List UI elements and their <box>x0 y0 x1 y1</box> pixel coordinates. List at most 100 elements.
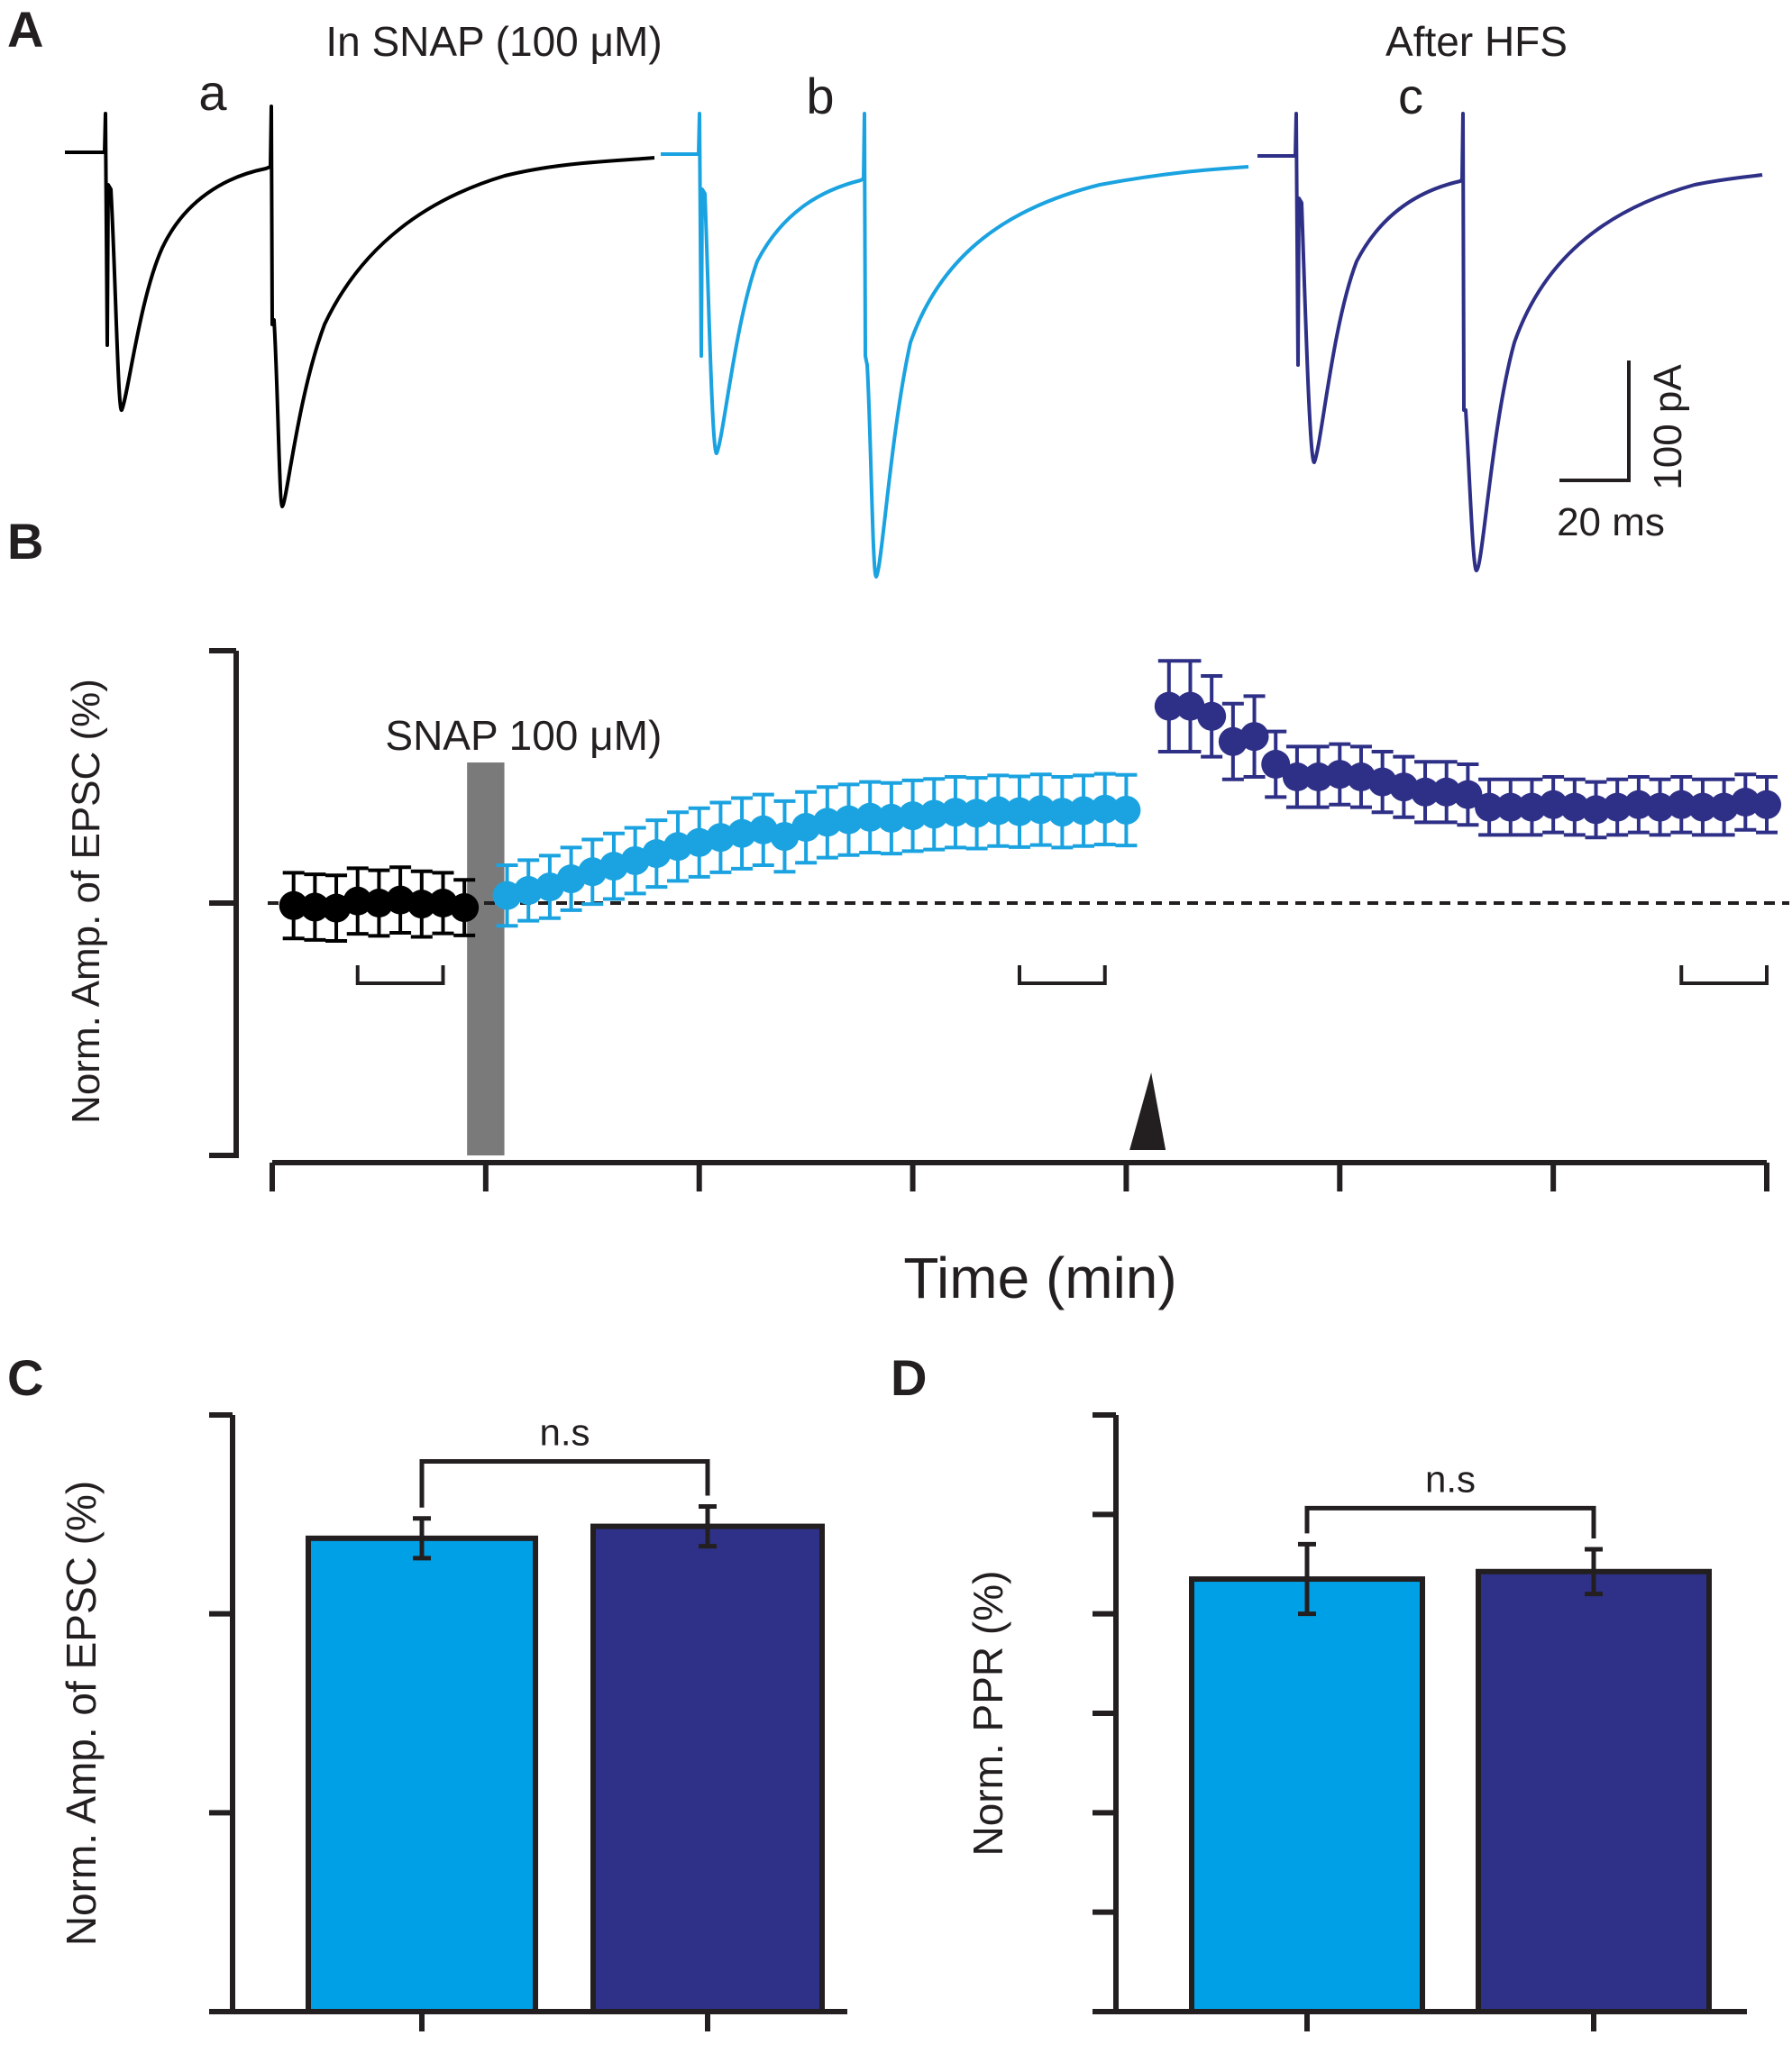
epsc-trace-b <box>661 112 1249 579</box>
trace-label-c: c <box>1398 68 1423 124</box>
data-point <box>1581 795 1611 825</box>
data-point <box>300 892 330 922</box>
bar-snap <box>1189 1576 1425 2015</box>
c-y-ticks <box>209 1412 233 2014</box>
data-point <box>343 886 372 916</box>
bar-hfs <box>590 1523 825 2015</box>
data-point <box>1154 691 1184 721</box>
epsc-trace-a <box>65 105 655 508</box>
series-baseline <box>279 865 480 943</box>
trace-label-b: b <box>806 68 834 124</box>
panel-label-d: D <box>891 1349 927 1406</box>
data-point <box>1239 722 1269 752</box>
data-point <box>1431 777 1461 807</box>
data-point <box>1687 792 1717 822</box>
window-bracket-a <box>355 965 445 985</box>
bar-error-snap <box>413 1516 431 1561</box>
d-x-ticks <box>1304 2012 1596 2031</box>
b-y-ticks <box>209 648 236 1158</box>
bar-error-hfs <box>699 1504 717 1549</box>
c-y-axis-title: Norm. Amp. of EPSC (%) <box>58 1481 105 1946</box>
data-point <box>663 832 693 862</box>
data-point <box>1175 691 1205 721</box>
panel-b-timecourse: SNAP 100 μM) Time (min) Norm. Amp. of EP… <box>64 648 1789 1310</box>
data-point <box>1090 794 1120 824</box>
panel-d-ppr-bars: n.s Norm. PPR (%) <box>965 1412 1747 2031</box>
trace-title-hfs: After HFS <box>1385 18 1568 65</box>
b-x-ticks <box>270 1163 1769 1191</box>
c-bars <box>306 1504 825 2015</box>
data-point <box>855 802 885 832</box>
data-point <box>1282 762 1312 791</box>
data-point <box>1026 795 1056 825</box>
data-point <box>962 799 992 828</box>
data-point <box>1645 792 1675 822</box>
b-series <box>279 659 1781 943</box>
hfs-arrowhead-icon <box>1129 1073 1166 1150</box>
c-x-ticks <box>419 2012 710 2031</box>
data-point <box>706 823 736 853</box>
data-point <box>1411 777 1440 807</box>
data-point <box>1453 780 1483 809</box>
data-point <box>1752 790 1781 819</box>
window-bracket-b <box>1018 965 1107 985</box>
d-significance-bracket <box>1304 1505 1596 1538</box>
scale-bar: 20 ms 100 pA <box>1557 361 1690 544</box>
bar-hfs <box>1476 1568 1712 2015</box>
data-point <box>898 801 928 831</box>
data-point <box>1603 792 1632 822</box>
bar-error-snap <box>1298 1541 1316 1617</box>
d-bars <box>1189 1541 1712 2015</box>
trace-title-snap: In SNAP (100 μM) <box>325 18 662 65</box>
data-point <box>1069 796 1099 826</box>
data-point <box>1303 762 1333 791</box>
data-point <box>1111 795 1141 825</box>
series-after_hfs <box>1154 659 1781 840</box>
data-point <box>1197 701 1227 731</box>
data-point <box>279 890 308 920</box>
data-point <box>1005 797 1034 826</box>
data-point <box>407 890 436 919</box>
panel-a-traces: In SNAP (100 μM) After HFS a b c 20 ms 1… <box>65 18 1763 579</box>
epsc-trace-c <box>1257 112 1763 573</box>
data-point <box>727 818 757 848</box>
data-point <box>1261 750 1291 779</box>
data-point <box>514 876 544 905</box>
b-analysis-windows <box>355 965 1769 985</box>
d-y-ticks <box>1093 1412 1116 2014</box>
panel-c-amplitude-bars: n.s Norm. Amp. of EPSC (%) <box>58 1411 847 2031</box>
b-x-axis-title: Time (min) <box>903 1246 1176 1310</box>
data-point <box>834 805 864 835</box>
bar-snap <box>306 1535 538 2014</box>
data-point <box>1475 792 1504 822</box>
data-point <box>1559 792 1589 822</box>
scale-bar-y-label: 100 pA <box>1646 364 1690 490</box>
data-point <box>1731 788 1760 817</box>
data-point <box>919 799 949 829</box>
data-point <box>983 796 1013 826</box>
data-point <box>940 798 970 827</box>
series-snap <box>492 771 1141 928</box>
panel-label-b: B <box>7 513 43 570</box>
data-point <box>876 803 906 833</box>
c-significance-bracket <box>419 1459 710 1508</box>
window-bracket-c <box>1679 965 1769 985</box>
trace-label-a: a <box>198 64 227 121</box>
b-y-axis-title: Norm. Amp. of EPSC (%) <box>64 679 108 1124</box>
scale-bar-x-label: 20 ms <box>1557 500 1665 544</box>
data-point <box>1517 792 1547 822</box>
snap-application-bar <box>467 762 505 1155</box>
data-point <box>1047 798 1077 827</box>
data-point <box>1623 790 1653 819</box>
panel-label-a: A <box>7 1 43 58</box>
panel-label-c: C <box>7 1349 43 1406</box>
data-point <box>1495 792 1525 822</box>
data-point <box>364 889 394 917</box>
data-point <box>450 893 480 923</box>
data-point <box>1325 760 1355 790</box>
snap-application-label: SNAP 100 μM) <box>385 712 662 759</box>
data-point <box>1667 790 1696 819</box>
data-point <box>812 808 842 837</box>
